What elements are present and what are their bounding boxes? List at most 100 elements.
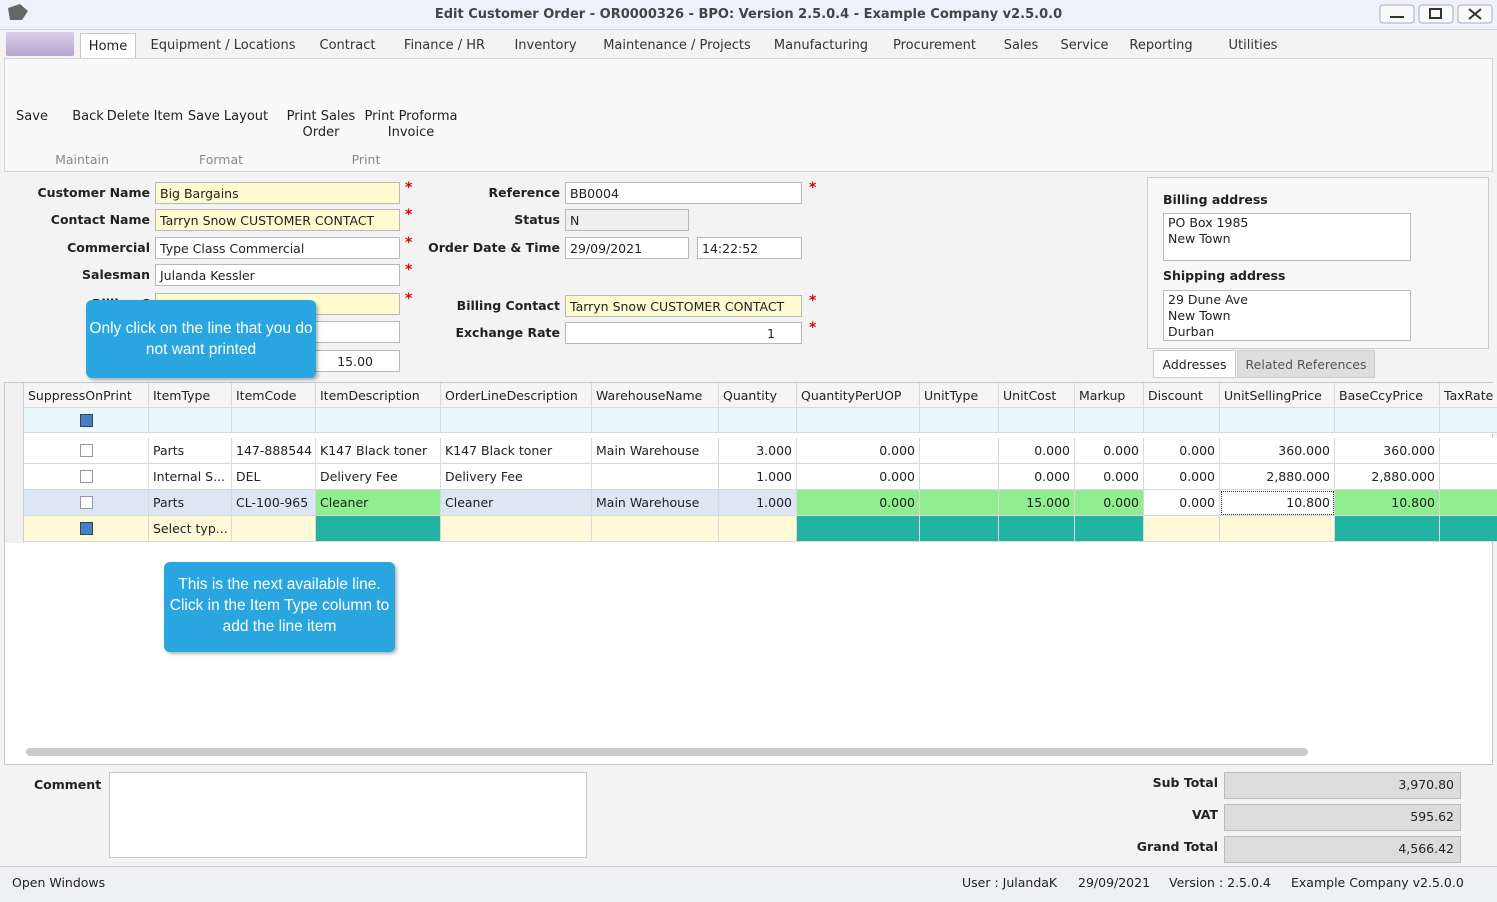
column-header[interactable]: UnitSellingPrice: [1220, 383, 1335, 408]
new-row-cell[interactable]: [1075, 516, 1144, 542]
column-header[interactable]: SuppressOnPrint: [24, 383, 149, 408]
grid-cell[interactable]: 360.000: [1335, 438, 1440, 464]
filter-cell[interactable]: [1075, 408, 1144, 433]
minimize-button[interactable]: [1379, 4, 1415, 24]
column-header[interactable]: Discount: [1144, 383, 1220, 408]
menu-tab[interactable]: Inventory: [514, 38, 577, 53]
column-header[interactable]: ItemCode: [232, 383, 316, 408]
address-tab[interactable]: Related References: [1237, 350, 1375, 378]
open-windows[interactable]: Open Windows: [12, 875, 106, 890]
grid-cell[interactable]: Cleaner: [316, 490, 441, 516]
suppress-checkbox[interactable]: [80, 444, 93, 457]
grid-cell[interactable]: 0.000: [1075, 438, 1144, 464]
grid-cell[interactable]: 0.000: [797, 490, 920, 516]
field-input[interactable]: Julanda Kessler: [155, 264, 400, 286]
field-input[interactable]: Tarryn Snow CUSTOMER CONTACT: [155, 209, 400, 231]
grid-cell[interactable]: 0.000: [1144, 438, 1220, 464]
suppress-checkbox[interactable]: [80, 470, 93, 483]
column-header[interactable]: BaseCcyPrice: [1335, 383, 1440, 408]
new-row-cell[interactable]: [1440, 516, 1497, 542]
grid-cell[interactable]: Parts: [149, 438, 232, 464]
grid-cell[interactable]: 0.000: [1144, 490, 1220, 516]
field-input[interactable]: Tarryn Snow CUSTOMER CONTACT: [565, 295, 802, 317]
grid-cell[interactable]: 10.800: [1335, 490, 1440, 516]
filter-cell[interactable]: [441, 408, 592, 433]
new-row-cell[interactable]: [719, 516, 797, 542]
menu-tab[interactable]: Procurement: [892, 38, 977, 53]
grid-cell[interactable]: 10.800: [1220, 490, 1335, 516]
new-row-cell[interactable]: [232, 516, 316, 542]
new-row-cell[interactable]: [1335, 516, 1440, 542]
grid-cell[interactable]: 0.000: [797, 438, 920, 464]
new-row-cell[interactable]: [797, 516, 920, 542]
app-menu-button[interactable]: [6, 32, 74, 56]
column-header[interactable]: TaxRate: [1440, 383, 1497, 408]
grid-cell[interactable]: 360.000: [1220, 438, 1335, 464]
grid-cell[interactable]: 2,880.000: [1335, 464, 1440, 490]
field-input[interactable]: Type Class Commercial: [155, 237, 400, 259]
filter-cell[interactable]: [719, 408, 797, 433]
filter-cell[interactable]: [999, 408, 1075, 433]
grid-cell[interactable]: 1.000: [719, 490, 797, 516]
menu-tab[interactable]: Maintenance / Projects: [603, 38, 751, 53]
filter-cell[interactable]: [592, 408, 719, 433]
grid-cell[interactable]: 1.000: [719, 464, 797, 490]
new-row-checkbox[interactable]: [80, 522, 93, 535]
maximize-button[interactable]: [1418, 4, 1454, 24]
grid-cell[interactable]: 15.0: [1440, 464, 1497, 490]
filter-cell[interactable]: [1144, 408, 1220, 433]
menu-tab[interactable]: Finance / HR: [403, 38, 486, 53]
grid-cell[interactable]: 2,880.000: [1220, 464, 1335, 490]
grid-cell[interactable]: 3.000: [719, 438, 797, 464]
menu-tab[interactable]: Sales: [1003, 38, 1039, 53]
grid-cell[interactable]: [920, 464, 999, 490]
suppress-checkbox[interactable]: [80, 496, 93, 509]
filter-cell[interactable]: [316, 408, 441, 433]
ribbon-button-label[interactable]: Save Layout: [187, 109, 269, 124]
column-header[interactable]: ItemDescription: [316, 383, 441, 408]
new-row-cell[interactable]: [1220, 516, 1335, 542]
column-header[interactable]: Quantity: [719, 383, 797, 408]
grid-cell[interactable]: K147 Black toner: [316, 438, 441, 464]
grid-cell[interactable]: [592, 464, 719, 490]
new-row-cell[interactable]: [316, 516, 441, 542]
new-row-cell[interactable]: [441, 516, 592, 542]
new-row-cell[interactable]: [592, 516, 719, 542]
grid-cell[interactable]: 0.000: [1144, 464, 1220, 490]
grid-cell[interactable]: K147 Black toner: [441, 438, 592, 464]
menu-tab[interactable]: Reporting: [1129, 38, 1193, 53]
grid-cell[interactable]: [920, 438, 999, 464]
h-scrollbar[interactable]: [26, 748, 1308, 756]
grid-cell[interactable]: CL-100-965: [232, 490, 316, 516]
filter-cell[interactable]: [920, 408, 999, 433]
column-header[interactable]: UnitCost: [999, 383, 1075, 408]
ribbon-button-label[interactable]: Delete Item: [106, 109, 184, 124]
column-header[interactable]: Markup: [1075, 383, 1144, 408]
comment-input[interactable]: [109, 772, 587, 858]
menu-tab[interactable]: Manufacturing: [773, 38, 869, 53]
grid-cell[interactable]: 0.000: [1075, 464, 1144, 490]
grid-cell[interactable]: [920, 490, 999, 516]
ribbon-button-label[interactable]: Print Proforma Invoice: [364, 109, 458, 140]
field-input[interactable]: BB0004: [565, 182, 802, 204]
grid-cell[interactable]: 0.000: [1075, 490, 1144, 516]
grid-cell[interactable]: Main Warehouse: [592, 438, 719, 464]
grid-cell[interactable]: DEL: [232, 464, 316, 490]
ribbon-button-label[interactable]: Print Sales Order: [286, 109, 356, 140]
new-row-cell[interactable]: [920, 516, 999, 542]
time-input[interactable]: 14:22:52: [697, 237, 802, 259]
column-header[interactable]: OrderLineDescription: [441, 383, 592, 408]
menu-tab[interactable]: Equipment / Locations: [150, 38, 296, 53]
grid-cell[interactable]: 15.0: [1440, 490, 1497, 516]
new-row-cell[interactable]: [999, 516, 1075, 542]
grid-cell[interactable]: 0.000: [999, 438, 1075, 464]
field-input[interactable]: 29/09/2021: [565, 237, 689, 259]
grid-cell[interactable]: Main Warehouse: [592, 490, 719, 516]
filter-cell[interactable]: [232, 408, 316, 433]
field-input[interactable]: Big Bargains: [155, 182, 400, 204]
filter-cell[interactable]: [1220, 408, 1335, 433]
column-header[interactable]: UnitType: [920, 383, 999, 408]
ribbon-button-label[interactable]: Save: [16, 109, 48, 124]
new-row-cell[interactable]: Select typ...: [149, 516, 232, 542]
menu-tab[interactable]: Home: [80, 33, 136, 59]
